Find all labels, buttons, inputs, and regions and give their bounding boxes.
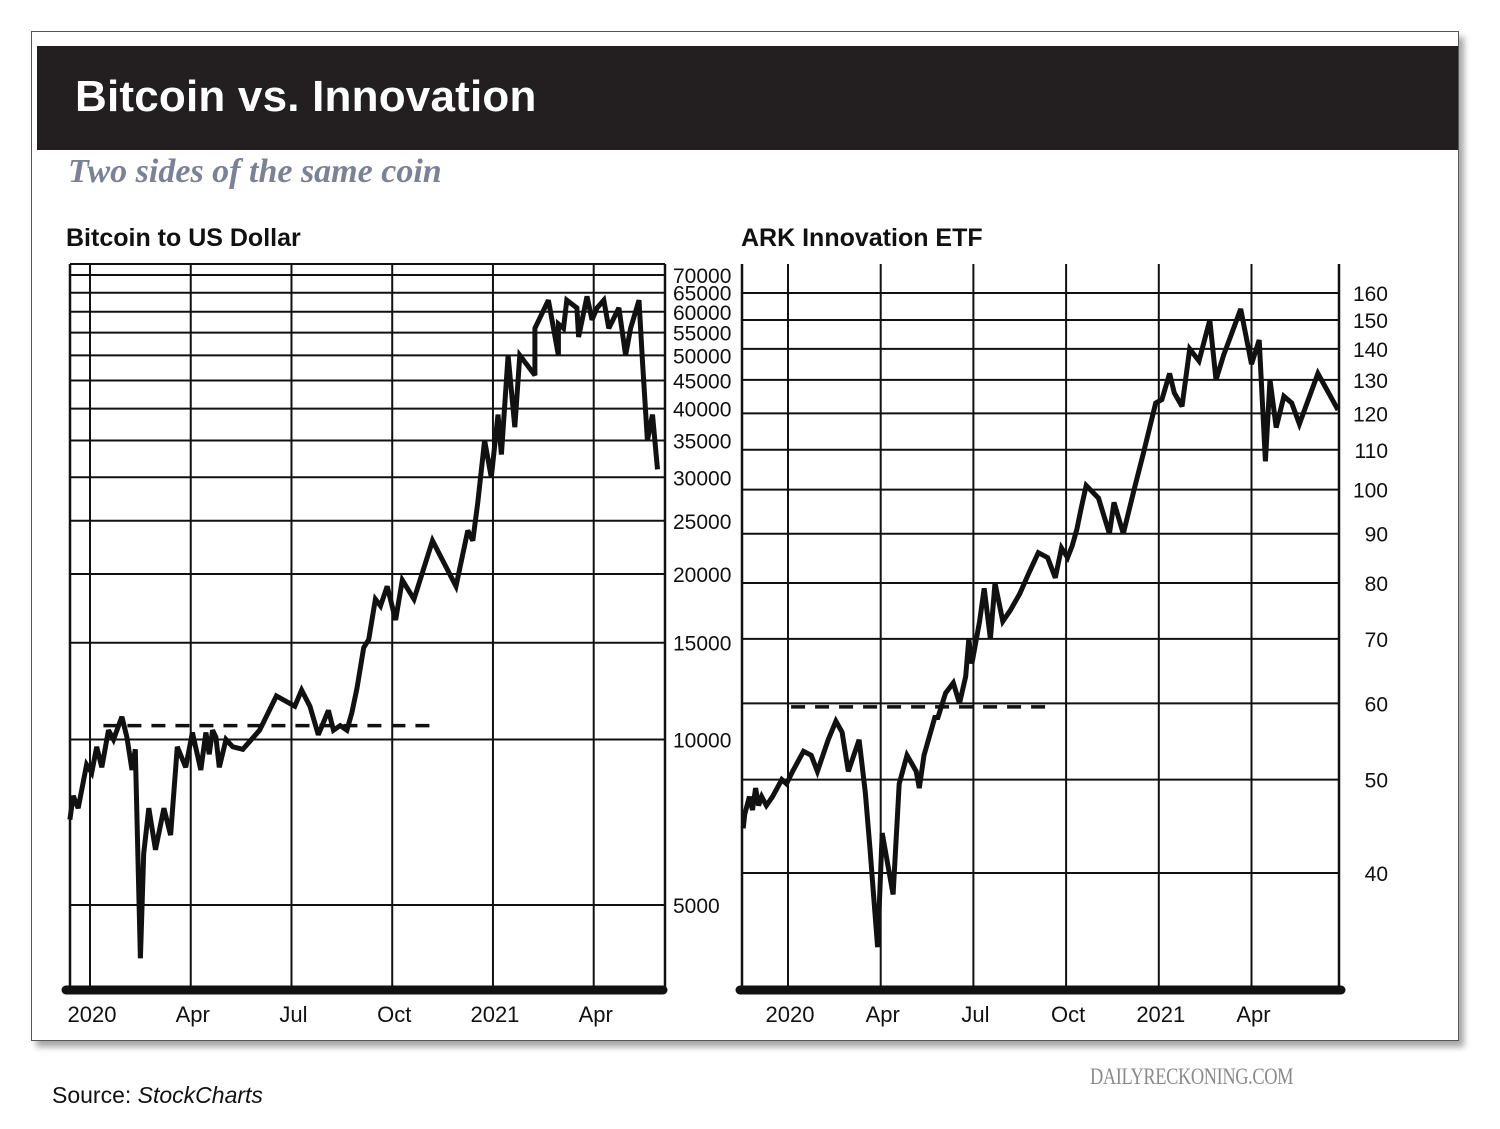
btc-ytick-label-2: 15000 bbox=[673, 633, 731, 656]
ark-ytick-label-11: 150 bbox=[1353, 310, 1388, 333]
bitcoin-chart-title: Bitcoin to US Dollar bbox=[66, 224, 301, 252]
btc-ytick-label-8: 45000 bbox=[673, 370, 731, 393]
ark-chart: 40 50 60 70 80 90 100 110 120 130 140 150 160 2020 Apr… bbox=[735, 264, 1388, 1027]
header-bar bbox=[37, 46, 1458, 150]
btc-chart: 5000 10000 15000 20000 25000 30000 35000 40000 4… bbox=[61, 263, 731, 1027]
ark-xtick-label-3: Oct bbox=[1051, 1002, 1085, 1027]
ark-xtick-label-0: 2020 bbox=[766, 1002, 815, 1027]
ark-xtick-label-2: Jul bbox=[961, 1002, 989, 1027]
source-name: StockCharts bbox=[137, 1082, 263, 1108]
btc-series-line bbox=[67, 294, 660, 959]
btc-ytick-label-13: 70000 bbox=[673, 265, 731, 288]
ark-xtick-label-5: Apr bbox=[1236, 1002, 1270, 1027]
ark-ytick-label-1: 50 bbox=[1365, 770, 1388, 793]
ark-ytick-label-4: 80 bbox=[1365, 573, 1388, 596]
ark-chart-title: ARK Innovation ETF bbox=[741, 224, 983, 252]
btc-xtick-label-0: 2020 bbox=[68, 1002, 117, 1027]
ark-ytick-label-10: 140 bbox=[1353, 339, 1388, 362]
btc-xtick-label-5: Apr bbox=[579, 1002, 613, 1027]
btc-xtick-label-2: Jul bbox=[279, 1002, 307, 1027]
btc-ytick-label-6: 35000 bbox=[673, 430, 731, 453]
btc-xtick-label-4: 2021 bbox=[470, 1002, 519, 1027]
ark-ytick-label-6: 100 bbox=[1353, 480, 1388, 503]
ark-ytick-label-5: 90 bbox=[1365, 524, 1388, 547]
btc-xtick-label-1: Apr bbox=[176, 1002, 210, 1027]
btc-ytick-label-5: 30000 bbox=[673, 467, 731, 490]
ark-ytick-label-9: 130 bbox=[1353, 370, 1388, 393]
btc-ytick-label-0: 5000 bbox=[673, 895, 720, 918]
ark-ytick-label-12: 160 bbox=[1353, 283, 1388, 306]
btc-ytick-label-7: 40000 bbox=[673, 399, 731, 422]
source-label: Source: bbox=[52, 1082, 132, 1108]
btc-ytick-label-11: 60000 bbox=[673, 302, 731, 325]
ark-series-line bbox=[740, 308, 1341, 948]
btc-ytick-label-4: 25000 bbox=[673, 511, 731, 534]
ark-ytick-label-3: 70 bbox=[1365, 629, 1388, 652]
btc-ytick-label-10: 55000 bbox=[673, 323, 731, 346]
page-title: Bitcoin vs. Innovation bbox=[75, 72, 537, 121]
ark-ytick-label-0: 40 bbox=[1365, 863, 1388, 886]
ark-xtick-label-1: Apr bbox=[866, 1002, 900, 1027]
ark-xtick-label-4: 2021 bbox=[1136, 1002, 1185, 1027]
btc-ytick-label-1: 10000 bbox=[673, 730, 731, 753]
btc-ytick-label-9: 50000 bbox=[673, 345, 731, 368]
watermark: DAILYRECKONING.COM bbox=[1090, 1064, 1294, 1089]
ark-ytick-label-8: 120 bbox=[1353, 403, 1388, 426]
btc-ytick-label-3: 20000 bbox=[673, 564, 731, 587]
ark-ytick-label-7: 110 bbox=[1355, 440, 1388, 463]
source-note: Source: StockCharts bbox=[52, 1082, 263, 1109]
btc-xtick-label-3: Oct bbox=[377, 1002, 411, 1027]
ark-ytick-label-2: 60 bbox=[1365, 693, 1388, 716]
btc-ytick-label-12: 65000 bbox=[673, 283, 731, 306]
page-subtitle: Two sides of the same coin bbox=[68, 153, 442, 190]
